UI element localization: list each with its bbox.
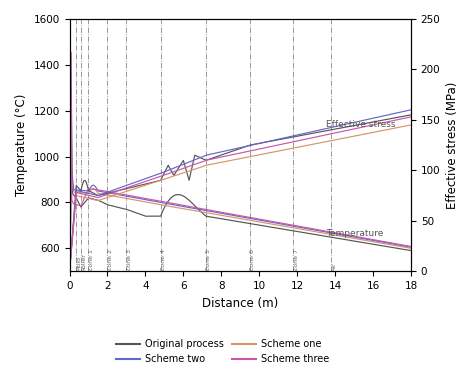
- Y-axis label: Temperature (°C): Temperature (°C): [15, 94, 28, 196]
- Legend: Original process, Scheme two, Scheme one, Scheme three: Original process, Scheme two, Scheme one…: [112, 335, 333, 368]
- Text: Zone 2: Zone 2: [108, 249, 113, 271]
- Text: Zone 6: Zone 6: [250, 249, 255, 271]
- X-axis label: Distance (m): Distance (m): [202, 297, 278, 310]
- Text: Air: Air: [332, 262, 337, 271]
- Text: Zone 4: Zone 4: [161, 249, 166, 271]
- Text: Roller: Roller: [81, 253, 86, 271]
- Text: Effective stress: Effective stress: [326, 120, 395, 129]
- Text: Zone 1: Zone 1: [89, 249, 94, 271]
- Text: Zone 7: Zone 7: [294, 249, 299, 271]
- Y-axis label: Effective stress (MPa): Effective stress (MPa): [446, 81, 459, 209]
- Text: Zone 3: Zone 3: [127, 249, 132, 271]
- Text: Zone 5: Zone 5: [207, 249, 211, 271]
- Text: Temperature: Temperature: [326, 229, 383, 238]
- Text: Mold: Mold: [76, 256, 82, 271]
